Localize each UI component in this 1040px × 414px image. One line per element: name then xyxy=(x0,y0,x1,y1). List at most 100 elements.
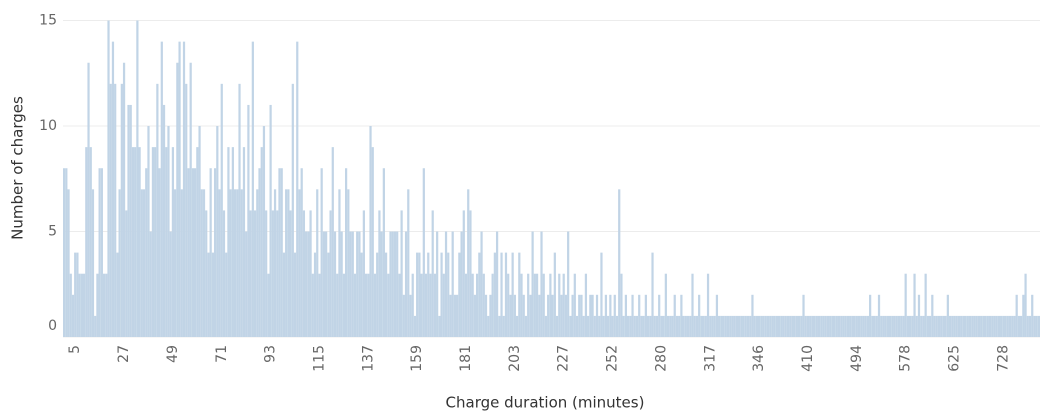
bar xyxy=(862,315,865,337)
bar xyxy=(893,315,896,337)
bar xyxy=(653,315,656,337)
bar xyxy=(538,294,541,337)
bar xyxy=(806,315,810,337)
bar xyxy=(715,294,719,337)
bar xyxy=(571,294,574,337)
bar xyxy=(764,315,767,337)
bar xyxy=(498,315,501,337)
bar xyxy=(349,231,352,337)
bar xyxy=(973,315,976,337)
bar xyxy=(138,147,141,337)
bar xyxy=(911,315,914,337)
bar xyxy=(220,83,223,337)
bar xyxy=(520,273,523,337)
bar xyxy=(476,273,479,337)
bar xyxy=(213,168,217,337)
bar xyxy=(580,294,583,337)
bar xyxy=(282,252,286,337)
bar xyxy=(511,252,514,337)
bar xyxy=(493,252,496,337)
bar xyxy=(920,315,923,337)
bar xyxy=(327,252,330,337)
bar xyxy=(769,315,772,337)
bar xyxy=(553,252,556,337)
bar xyxy=(473,294,477,337)
bar xyxy=(780,315,783,337)
bar xyxy=(285,189,288,337)
bar xyxy=(160,41,163,337)
bar xyxy=(389,231,392,337)
bar xyxy=(718,315,721,337)
bar xyxy=(895,315,898,337)
bar xyxy=(842,315,845,337)
bar xyxy=(331,147,334,337)
bar xyxy=(438,315,441,337)
bar xyxy=(467,189,470,337)
bar xyxy=(613,294,616,337)
bar xyxy=(993,315,996,337)
bar xyxy=(424,273,428,337)
bar xyxy=(256,189,259,337)
bar xyxy=(156,83,159,337)
bar xyxy=(98,168,101,337)
bar xyxy=(182,41,186,337)
bar xyxy=(344,168,348,337)
bar xyxy=(1011,315,1014,337)
bar xyxy=(589,294,592,337)
bar xyxy=(533,273,536,337)
bar xyxy=(289,210,292,337)
bar xyxy=(968,315,972,337)
bar xyxy=(393,231,397,337)
bar xyxy=(185,83,188,337)
bar xyxy=(866,315,870,337)
bar xyxy=(889,315,892,337)
bar xyxy=(824,315,827,337)
bar xyxy=(1022,294,1025,337)
bar xyxy=(82,273,86,337)
bar xyxy=(318,273,321,337)
bar xyxy=(846,315,850,337)
bar xyxy=(302,210,306,337)
bar xyxy=(387,273,390,337)
bar xyxy=(431,210,434,337)
bar xyxy=(766,315,770,337)
bar xyxy=(698,294,701,337)
bar xyxy=(789,315,792,337)
bar xyxy=(211,252,214,337)
bar xyxy=(247,104,250,337)
bar xyxy=(575,315,579,337)
bar xyxy=(635,315,639,337)
bar xyxy=(369,126,372,337)
bar xyxy=(105,273,108,337)
bar xyxy=(336,273,339,337)
bar xyxy=(773,315,776,337)
bar xyxy=(535,273,539,337)
bar xyxy=(373,273,377,337)
bar xyxy=(69,273,72,337)
x-tick-label: 93 xyxy=(263,345,279,363)
bar xyxy=(229,189,232,337)
bar xyxy=(67,189,70,337)
bar xyxy=(65,168,68,337)
bar xyxy=(418,252,421,337)
bar xyxy=(358,231,361,337)
bar xyxy=(1008,315,1012,337)
bar xyxy=(664,273,667,337)
bar xyxy=(709,315,712,337)
bar xyxy=(689,315,692,337)
bar xyxy=(869,294,872,337)
bar xyxy=(309,210,312,337)
bar xyxy=(1013,315,1016,337)
bar xyxy=(729,315,732,337)
bar xyxy=(722,315,725,337)
bar xyxy=(233,189,237,337)
bar xyxy=(953,315,956,337)
bar xyxy=(231,147,234,337)
bar xyxy=(91,189,95,337)
bar xyxy=(442,273,445,337)
bar xyxy=(649,315,652,337)
bar xyxy=(507,273,510,337)
bar xyxy=(513,294,516,337)
bar xyxy=(855,315,858,337)
bar xyxy=(167,126,170,337)
